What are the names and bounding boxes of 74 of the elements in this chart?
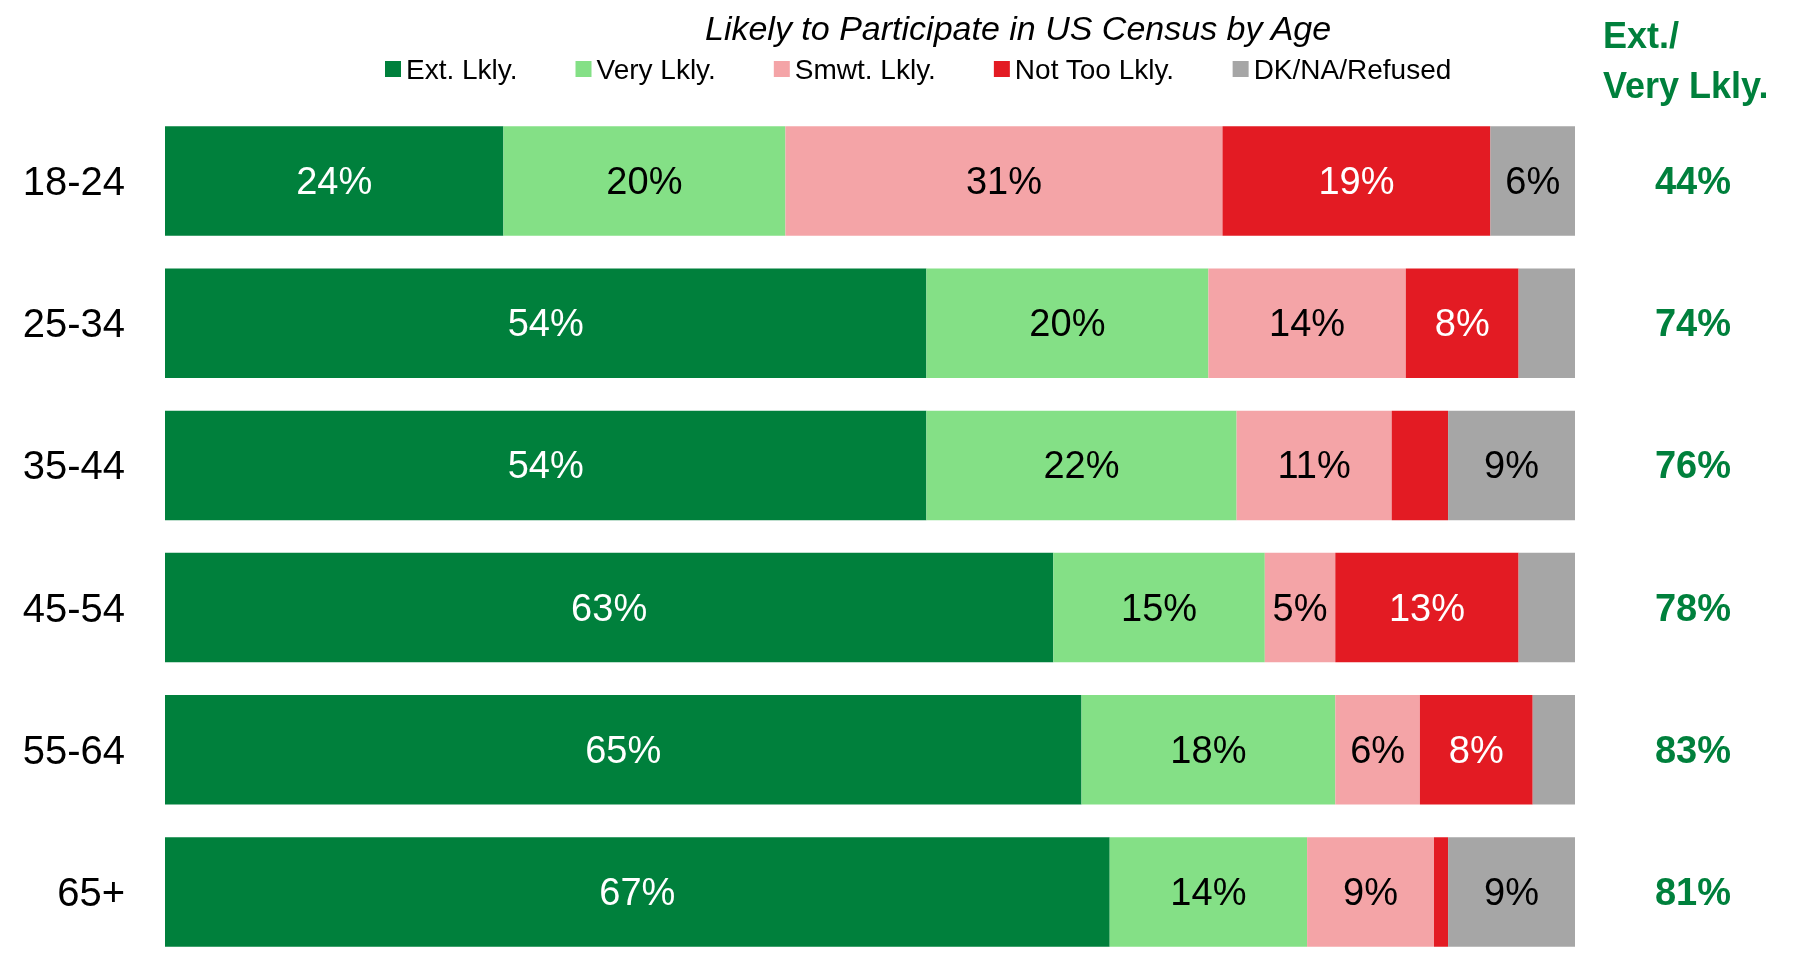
legend-label: Not Too Lkly. (1014, 53, 1175, 85)
y-tick-label: 65+ (57, 869, 125, 914)
bar (165, 695, 1082, 805)
y-tick-label: 25-34 (22, 301, 125, 346)
bar (1434, 837, 1449, 947)
bar (1264, 552, 1336, 663)
y-tick-label: 35-44 (22, 443, 125, 488)
text: 81% (1654, 870, 1732, 913)
bar (1405, 268, 1519, 378)
legend-label: DK/NA/Refused (1253, 53, 1452, 85)
text: 78% (1654, 586, 1732, 629)
data-label: 54% (507, 444, 584, 487)
data-label: 24% (296, 160, 373, 203)
bar (1335, 695, 1420, 805)
text: 74% (1654, 302, 1732, 345)
bar (165, 410, 927, 521)
text: Ext./ Very Lkly. (1603, 14, 1769, 106)
bar (1518, 552, 1575, 663)
bar (1391, 410, 1449, 521)
bar (926, 268, 1209, 378)
bar (503, 126, 786, 236)
data-label: 19% (1318, 160, 1395, 203)
data-label: 54% (507, 302, 584, 345)
text: 83% (1654, 728, 1732, 771)
data-label: 14% (1170, 870, 1247, 913)
bar (1448, 410, 1575, 521)
bar (1518, 268, 1575, 378)
data-label: 15% (1121, 586, 1198, 629)
data-label: 6% (1350, 728, 1406, 771)
data-label: 65% (585, 728, 662, 771)
data-label: 14% (1269, 302, 1346, 345)
text: 44% (1654, 160, 1732, 203)
legend-label: Very Lkly. (596, 53, 716, 85)
data-label: 20% (606, 160, 683, 203)
data-label: 9% (1343, 870, 1399, 913)
bar (1307, 837, 1434, 947)
data-label: 11% (1277, 444, 1351, 487)
data-label: 63% (571, 586, 648, 629)
data-label: 8% (1434, 302, 1490, 345)
bar (165, 837, 1110, 947)
bar (165, 126, 504, 236)
data-label: 18% (1170, 728, 1247, 771)
data-label: 20% (1029, 302, 1106, 345)
bar (1490, 126, 1575, 236)
bar (1448, 837, 1575, 947)
bar (1053, 552, 1265, 663)
data-label: 8% (1448, 728, 1504, 771)
legend-label: Ext. Lkly. (406, 53, 518, 85)
bar (1335, 552, 1519, 663)
bar (1222, 126, 1491, 236)
bar (1236, 410, 1392, 521)
data-label: 5% (1272, 586, 1328, 629)
bar (785, 126, 1223, 236)
data-label: 67% (599, 870, 676, 913)
y-tick-label: 45-54 (22, 585, 125, 630)
text: 76% (1654, 444, 1732, 487)
data-label: 9% (1484, 444, 1540, 487)
bar (1208, 268, 1406, 378)
bar (1419, 695, 1533, 805)
data-label: 13% (1388, 586, 1465, 629)
bar (165, 552, 1054, 663)
bar (1532, 695, 1575, 805)
chart-title: Likely to Participate in US Census by Age (705, 9, 1332, 47)
y-tick-label: 18-24 (22, 159, 125, 204)
data-label: 22% (1043, 444, 1120, 487)
bar (1081, 695, 1336, 805)
data-label: 6% (1505, 160, 1561, 203)
bar (1109, 837, 1308, 947)
bar (165, 268, 927, 378)
legend-label: Smwt. Lkly. (794, 53, 936, 85)
data-label: 31% (965, 160, 1042, 203)
bar (926, 410, 1237, 521)
data-label: 9% (1484, 870, 1540, 913)
y-tick-label: 55-64 (22, 727, 125, 772)
